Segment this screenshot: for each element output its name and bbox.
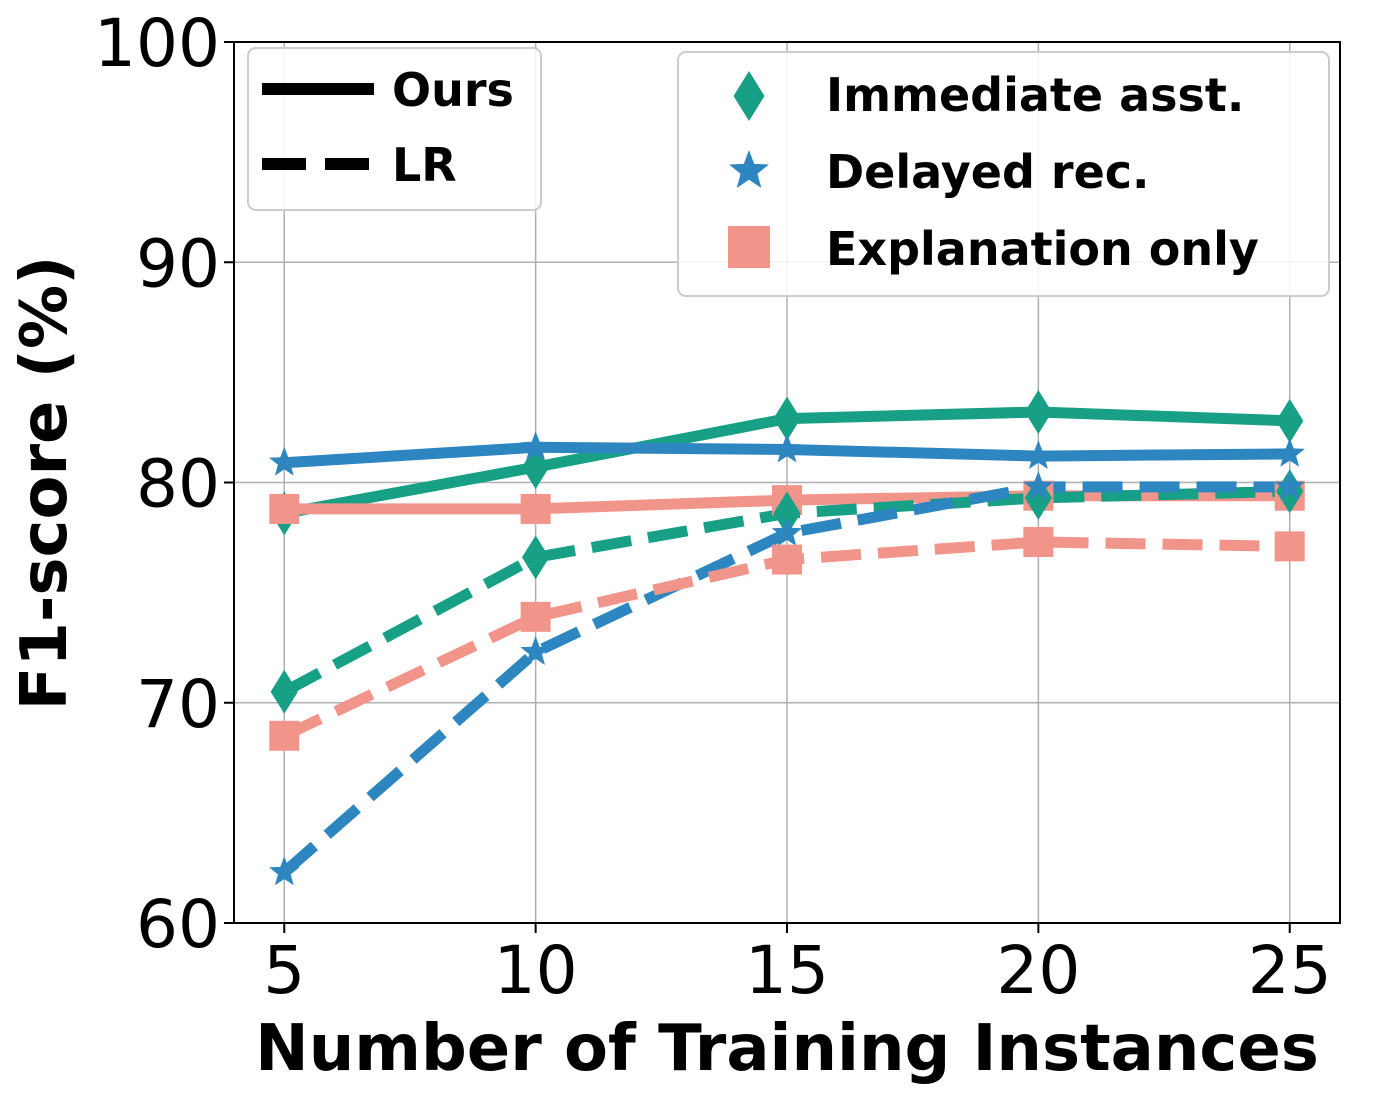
data-point-immediate-asst-ours (1276, 398, 1304, 443)
data-point-delayed-rec-lr (1023, 470, 1054, 500)
data-point-explanation-only-ours (520, 493, 551, 524)
legend-conditions-box (677, 51, 1330, 297)
y-axis-title: F1-score (%) (8, 256, 82, 711)
data-point-delayed-rec-ours (520, 431, 551, 461)
legend-label-explanation: Explanation only (826, 222, 1259, 276)
series-markers (269, 390, 1305, 886)
data-point-immediate-asst-ours (773, 396, 801, 441)
data-point-explanation-only-lr (269, 720, 300, 751)
x-axis-title: Number of Training Instances (255, 1012, 1319, 1086)
legend-label-immediate: Immediate asst. (826, 68, 1244, 122)
x-tick-label: 5 (263, 932, 305, 1009)
data-point-delayed-rec-ours (269, 446, 300, 476)
data-point-delayed-rec-lr (520, 636, 551, 665)
legend-marker-delayed-rec (729, 150, 769, 188)
legend-label-delayed: Delayed rec. (826, 145, 1150, 199)
x-tick-label: 15 (745, 932, 829, 1009)
data-point-explanation-only-lr (520, 601, 551, 632)
y-tick-label: 100 (94, 5, 220, 82)
data-point-delayed-rec-ours (1274, 437, 1305, 467)
y-tick-label: 70 (136, 666, 220, 743)
x-tick-label: 10 (494, 932, 578, 1009)
legend-marker-immediate-asst (733, 71, 765, 121)
data-point-explanation-only-ours (269, 493, 300, 524)
data-point-immediate-asst-ours (1024, 390, 1053, 435)
legend-line-style: Ours LR (247, 47, 542, 211)
legend-condition-markers (728, 71, 770, 268)
axis-ticks: 5 10 15 20 25 60 70 80 90 100 (94, 5, 1332, 1009)
x-tick-label: 20 (996, 932, 1080, 1009)
data-point-delayed-rec-lr (1274, 470, 1305, 500)
legend-label-ours: Ours (392, 63, 514, 117)
data-point-immediate-asst-lr (521, 535, 550, 580)
data-point-explanation-only-lr (1023, 526, 1054, 557)
x-tick-label: 25 (1248, 932, 1332, 1009)
y-tick-label: 60 (136, 886, 220, 963)
legend-marker-explanation-only (728, 226, 770, 268)
data-point-delayed-rec-ours (1023, 440, 1054, 469)
series-line-delayed-rec-lr (280, 481, 1290, 877)
y-tick-label: 80 (136, 446, 220, 523)
data-point-delayed-rec-lr (771, 517, 803, 547)
legend-label-lr: LR (392, 138, 457, 192)
data-point-explanation-only-lr (772, 544, 802, 575)
data-point-immediate-asst-lr (773, 491, 801, 536)
data-point-explanation-only-lr (1274, 531, 1305, 562)
data-point-immediate-asst-lr (270, 669, 298, 714)
y-tick-label: 90 (136, 225, 220, 302)
legend-conditions: Immediate asst. Delayed rec. Explanation… (677, 51, 1330, 297)
data-point-delayed-rec-lr (269, 856, 300, 886)
data-point-delayed-rec-ours (771, 433, 803, 463)
